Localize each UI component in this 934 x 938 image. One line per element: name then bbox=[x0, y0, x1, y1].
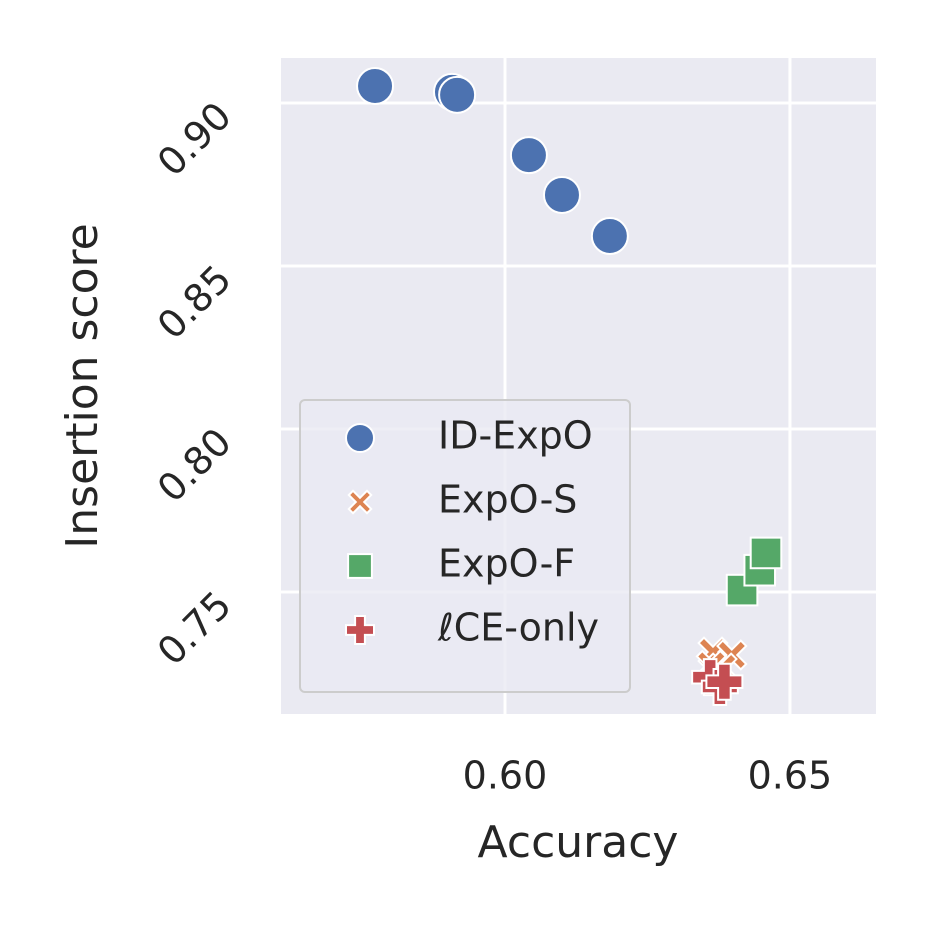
point bbox=[705, 662, 744, 701]
point bbox=[749, 536, 783, 570]
legend-marker bbox=[347, 489, 373, 515]
x-tick-label: 0.60 bbox=[463, 754, 548, 798]
point bbox=[438, 75, 477, 114]
legend-marker bbox=[345, 615, 375, 645]
point bbox=[356, 67, 395, 106]
y-tick-label: 0.80 bbox=[149, 420, 240, 511]
y-axis-label: Insertion score bbox=[57, 223, 108, 548]
legend-label: ExpO-S bbox=[438, 478, 577, 522]
legend-marker bbox=[345, 423, 375, 453]
y-tick-label: 0.75 bbox=[149, 583, 240, 674]
legend-label: ExpO-F bbox=[438, 542, 575, 586]
x-tick-label: 0.65 bbox=[748, 754, 833, 798]
x-axis-label: Accuracy bbox=[478, 817, 679, 868]
legend-label: ℓCE-only bbox=[437, 606, 599, 650]
y-tick-label: 0.90 bbox=[149, 94, 240, 185]
legend-box bbox=[299, 399, 631, 693]
point bbox=[542, 175, 581, 214]
point bbox=[509, 136, 548, 175]
y-tick-label: 0.85 bbox=[149, 257, 240, 348]
point bbox=[590, 217, 629, 256]
legend-marker bbox=[347, 553, 373, 579]
legend-label: ID-ExpO bbox=[438, 414, 593, 458]
